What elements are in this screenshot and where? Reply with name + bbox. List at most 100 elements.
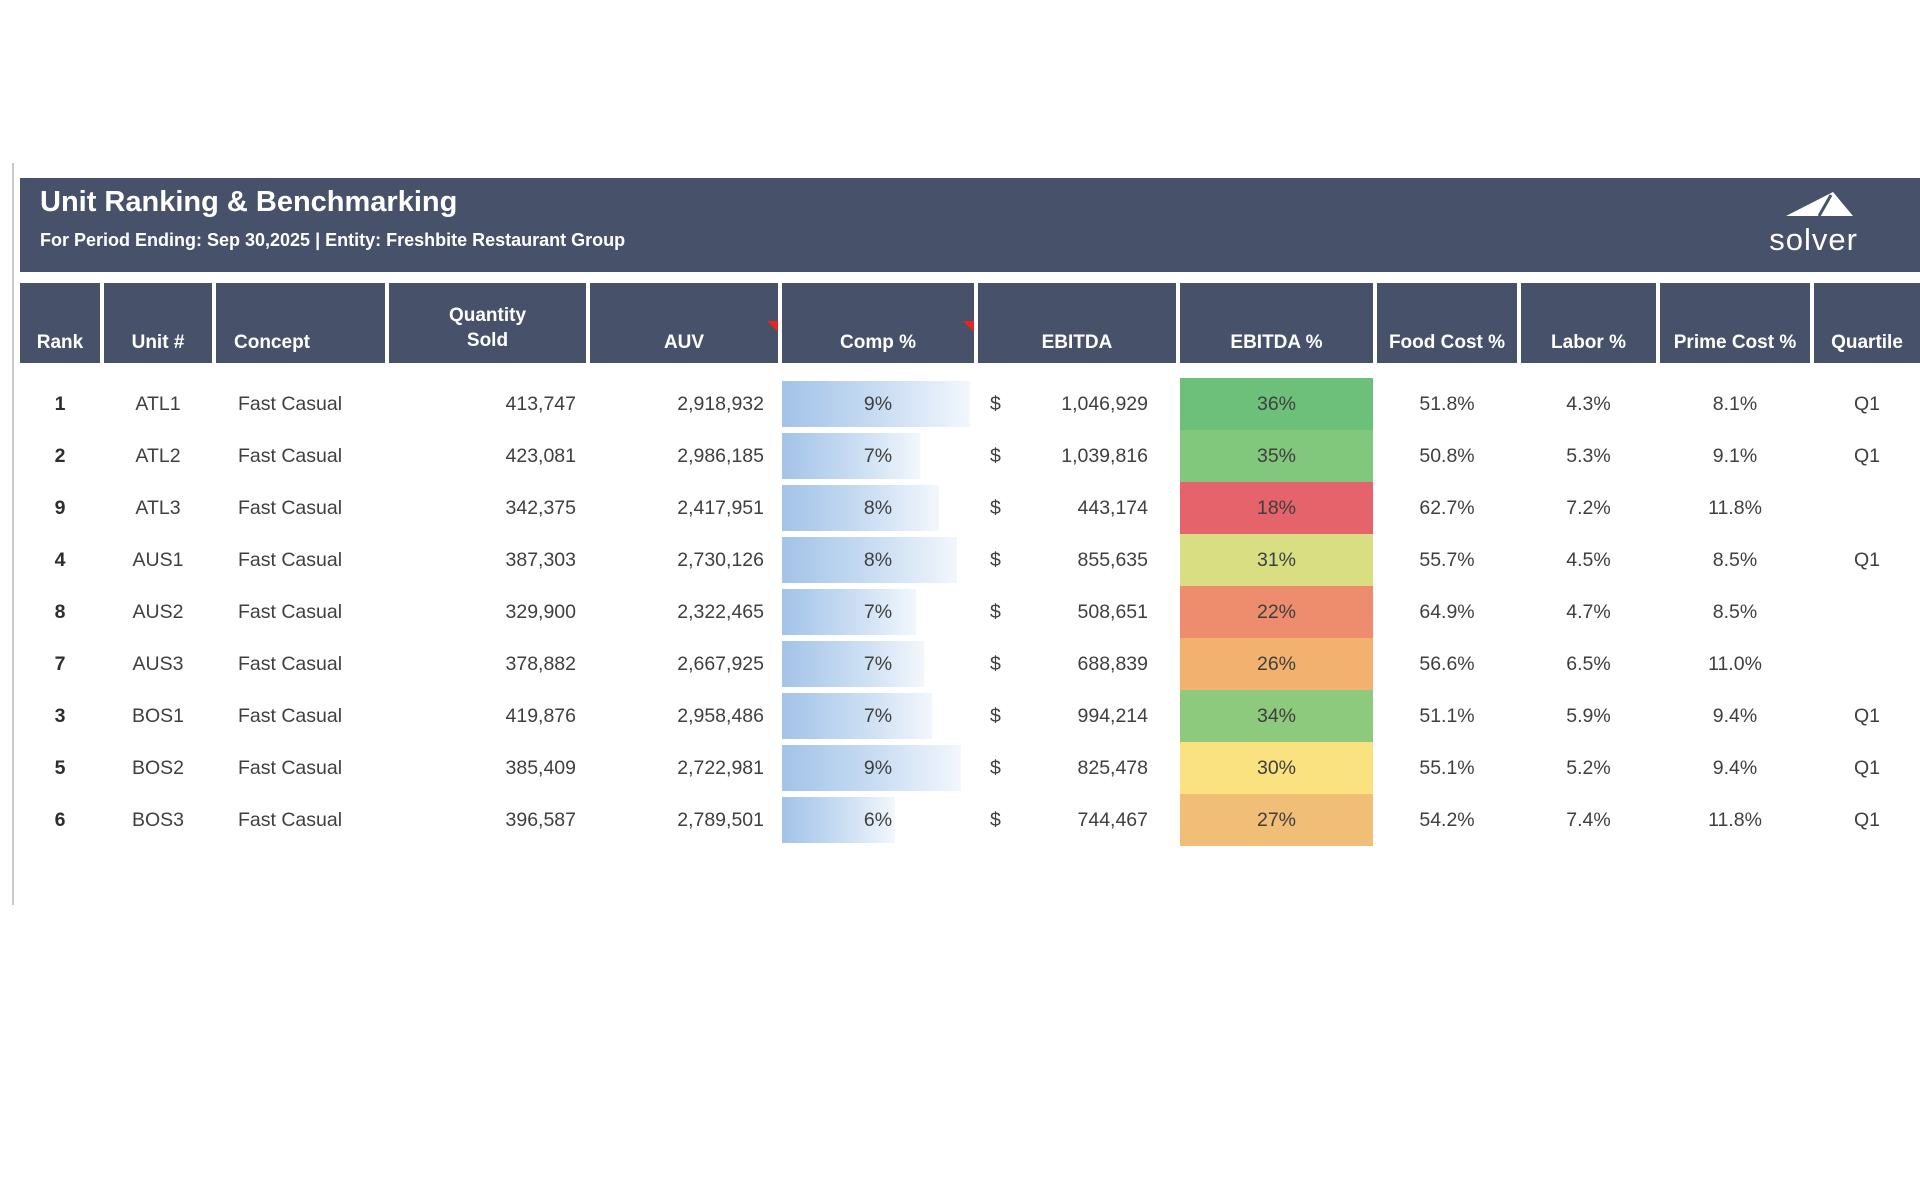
column-header-concept[interactable]: Concept xyxy=(216,283,385,363)
comp-pct-cell[interactable]: 7% xyxy=(782,586,974,638)
food-cost-cell[interactable]: 64.9% xyxy=(1419,600,1475,623)
comp-pct-cell[interactable]: 9% xyxy=(782,378,974,430)
prime-cost-cell[interactable]: 11.8% xyxy=(1708,808,1762,831)
quartile-cell[interactable]: Q1 xyxy=(1853,808,1880,831)
quartile-cell[interactable]: Q1 xyxy=(1853,444,1880,467)
quantity-sold-cell[interactable]: 329,900 xyxy=(505,600,577,623)
ebitda-cell[interactable]: $ 825,478 xyxy=(978,742,1176,794)
ebitda-cell[interactable]: $ 1,046,929 xyxy=(978,378,1176,430)
column-header-rank[interactable]: Rank xyxy=(20,283,100,363)
auv-cell[interactable]: 2,958,486 xyxy=(677,704,764,727)
prime-cost-cell[interactable]: 9.4% xyxy=(1712,756,1758,779)
rank-cell[interactable]: 1 xyxy=(54,392,66,415)
auv-cell[interactable]: 2,789,501 xyxy=(677,808,764,831)
rank-cell[interactable]: 3 xyxy=(54,704,66,727)
unit-cell[interactable]: AUS3 xyxy=(132,652,184,675)
concept-cell[interactable]: Fast Casual xyxy=(238,704,343,727)
labor-cell[interactable]: 7.2% xyxy=(1566,496,1611,519)
ebitda-cell[interactable]: $ 855,635 xyxy=(978,534,1176,586)
ebitda-pct-cell[interactable]: 30% xyxy=(1180,742,1373,794)
rank-cell[interactable]: 9 xyxy=(54,496,66,519)
auv-cell[interactable]: 2,918,932 xyxy=(677,392,764,415)
quartile-cell[interactable] xyxy=(1814,586,1920,638)
quantity-sold-cell[interactable]: 387,303 xyxy=(505,548,577,571)
unit-cell[interactable]: BOS1 xyxy=(131,704,185,727)
food-cost-cell[interactable]: 55.1% xyxy=(1419,756,1475,779)
concept-cell[interactable]: Fast Casual xyxy=(238,392,343,415)
unit-cell[interactable]: BOS3 xyxy=(131,808,185,831)
ebitda-pct-cell[interactable]: 22% xyxy=(1180,586,1373,638)
quartile-cell[interactable]: Q1 xyxy=(1853,392,1880,415)
rank-cell[interactable]: 5 xyxy=(54,756,66,779)
ebitda-pct-cell[interactable]: 34% xyxy=(1180,690,1373,742)
quartile-cell[interactable]: Q1 xyxy=(1853,756,1880,779)
labor-cell[interactable]: 5.3% xyxy=(1566,444,1611,467)
column-header-quantity-sold[interactable]: Quantity Sold xyxy=(389,283,586,363)
column-header-food-cost[interactable]: Food Cost % xyxy=(1377,283,1517,363)
quantity-sold-cell[interactable]: 423,081 xyxy=(505,444,577,467)
prime-cost-cell[interactable]: 8.5% xyxy=(1712,600,1758,623)
column-header-auv[interactable]: AUV xyxy=(590,283,778,363)
ebitda-cell[interactable]: $ 744,467 xyxy=(978,794,1176,846)
ebitda-pct-cell[interactable]: 36% xyxy=(1180,378,1373,430)
ebitda-cell[interactable]: $ 443,174 xyxy=(978,482,1176,534)
ebitda-cell[interactable]: $ 1,039,816 xyxy=(978,430,1176,482)
comp-pct-cell[interactable]: 8% xyxy=(782,534,974,586)
ebitda-cell[interactable]: $ 994,214 xyxy=(978,690,1176,742)
unit-cell[interactable]: AUS1 xyxy=(132,548,184,571)
food-cost-cell[interactable]: 51.1% xyxy=(1419,704,1475,727)
prime-cost-cell[interactable]: 8.1% xyxy=(1712,392,1758,415)
column-header-unit[interactable]: Unit # xyxy=(104,283,212,363)
rank-cell[interactable]: 8 xyxy=(54,600,66,623)
ebitda-pct-cell[interactable]: 35% xyxy=(1180,430,1373,482)
auv-cell[interactable]: 2,986,185 xyxy=(677,444,764,467)
labor-cell[interactable]: 5.9% xyxy=(1566,704,1611,727)
food-cost-cell[interactable]: 54.2% xyxy=(1419,808,1475,831)
ebitda-pct-cell[interactable]: 26% xyxy=(1180,638,1373,690)
food-cost-cell[interactable]: 56.6% xyxy=(1419,652,1475,675)
prime-cost-cell[interactable]: 11.8% xyxy=(1708,496,1762,519)
prime-cost-cell[interactable]: 9.1% xyxy=(1712,444,1758,467)
labor-cell[interactable]: 5.2% xyxy=(1566,756,1611,779)
ebitda-cell[interactable]: $ 688,839 xyxy=(978,638,1176,690)
auv-cell[interactable]: 2,322,465 xyxy=(677,600,764,623)
comp-pct-cell[interactable]: 8% xyxy=(782,482,974,534)
concept-cell[interactable]: Fast Casual xyxy=(238,652,343,675)
rank-cell[interactable]: 4 xyxy=(54,548,66,571)
auv-cell[interactable]: 2,417,951 xyxy=(677,496,764,519)
concept-cell[interactable]: Fast Casual xyxy=(238,808,343,831)
quartile-cell[interactable] xyxy=(1814,482,1920,534)
comp-pct-cell[interactable]: 7% xyxy=(782,430,974,482)
concept-cell[interactable]: Fast Casual xyxy=(238,600,343,623)
prime-cost-cell[interactable]: 11.0% xyxy=(1708,652,1762,675)
concept-cell[interactable]: Fast Casual xyxy=(238,756,343,779)
food-cost-cell[interactable]: 62.7% xyxy=(1419,496,1475,519)
column-header-comp-pct[interactable]: Comp % xyxy=(782,283,974,363)
quantity-sold-cell[interactable]: 342,375 xyxy=(505,496,577,519)
labor-cell[interactable]: 6.5% xyxy=(1566,652,1611,675)
column-header-quartile[interactable]: Quartile xyxy=(1814,283,1920,363)
food-cost-cell[interactable]: 50.8% xyxy=(1419,444,1475,467)
quartile-cell[interactable]: Q1 xyxy=(1853,704,1880,727)
concept-cell[interactable]: Fast Casual xyxy=(238,444,343,467)
labor-cell[interactable]: 4.5% xyxy=(1566,548,1611,571)
rank-cell[interactable]: 6 xyxy=(54,808,66,831)
quantity-sold-cell[interactable]: 378,882 xyxy=(505,652,577,675)
unit-cell[interactable]: ATL3 xyxy=(135,496,181,519)
unit-cell[interactable]: ATL2 xyxy=(135,444,181,467)
labor-cell[interactable]: 4.7% xyxy=(1566,600,1611,623)
ebitda-pct-cell[interactable]: 31% xyxy=(1180,534,1373,586)
unit-cell[interactable]: AUS2 xyxy=(132,600,184,623)
prime-cost-cell[interactable]: 8.5% xyxy=(1712,548,1758,571)
quantity-sold-cell[interactable]: 419,876 xyxy=(505,704,577,727)
comp-pct-cell[interactable]: 6% xyxy=(782,794,974,846)
labor-cell[interactable]: 4.3% xyxy=(1566,392,1611,415)
concept-cell[interactable]: Fast Casual xyxy=(238,548,343,571)
ebitda-pct-cell[interactable]: 18% xyxy=(1180,482,1373,534)
quartile-cell[interactable]: Q1 xyxy=(1853,548,1880,571)
quantity-sold-cell[interactable]: 396,587 xyxy=(505,808,577,831)
comp-pct-cell[interactable]: 9% xyxy=(782,742,974,794)
unit-cell[interactable]: ATL1 xyxy=(135,392,181,415)
auv-cell[interactable]: 2,730,126 xyxy=(677,548,764,571)
food-cost-cell[interactable]: 55.7% xyxy=(1419,548,1475,571)
